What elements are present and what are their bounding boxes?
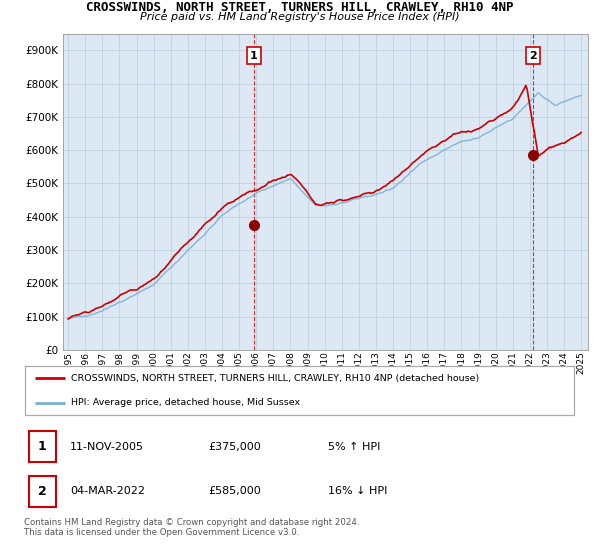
- FancyBboxPatch shape: [25, 366, 574, 415]
- Text: £375,000: £375,000: [208, 442, 261, 451]
- Text: 1: 1: [250, 51, 258, 60]
- FancyBboxPatch shape: [29, 475, 56, 507]
- FancyBboxPatch shape: [29, 431, 56, 463]
- Text: 11-NOV-2005: 11-NOV-2005: [70, 442, 144, 451]
- Text: 2: 2: [529, 51, 536, 60]
- Text: CROSSWINDS, NORTH STREET, TURNERS HILL, CRAWLEY, RH10 4NP: CROSSWINDS, NORTH STREET, TURNERS HILL, …: [86, 1, 514, 15]
- Text: £585,000: £585,000: [208, 487, 261, 496]
- Text: 1: 1: [38, 440, 47, 453]
- Text: Contains HM Land Registry data © Crown copyright and database right 2024.
This d: Contains HM Land Registry data © Crown c…: [24, 518, 359, 538]
- Text: 04-MAR-2022: 04-MAR-2022: [70, 487, 145, 496]
- Text: Price paid vs. HM Land Registry's House Price Index (HPI): Price paid vs. HM Land Registry's House …: [140, 12, 460, 22]
- Text: HPI: Average price, detached house, Mid Sussex: HPI: Average price, detached house, Mid …: [71, 398, 300, 407]
- Text: 2: 2: [38, 485, 47, 498]
- Text: CROSSWINDS, NORTH STREET, TURNERS HILL, CRAWLEY, RH10 4NP (detached house): CROSSWINDS, NORTH STREET, TURNERS HILL, …: [71, 374, 479, 383]
- Text: 5% ↑ HPI: 5% ↑ HPI: [328, 442, 380, 451]
- Text: 16% ↓ HPI: 16% ↓ HPI: [328, 487, 387, 496]
